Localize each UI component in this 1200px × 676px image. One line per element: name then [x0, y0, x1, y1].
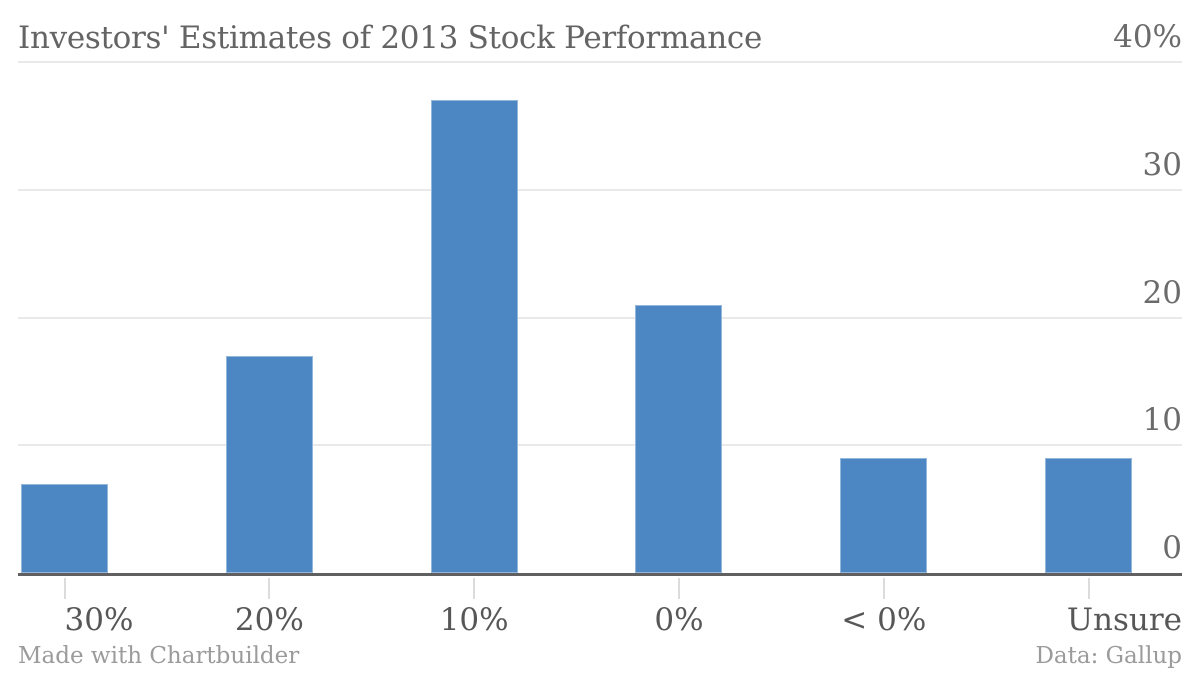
bar-0%: [635, 304, 723, 573]
y-tick-label-20: 20: [1142, 274, 1182, 311]
x-tick-label-10%: 10%: [439, 602, 509, 638]
x-tick-20%: [268, 578, 271, 599]
bar-< 0%: [840, 458, 928, 573]
x-tick-label-0%: 0%: [654, 602, 704, 638]
bar-30%: [21, 483, 108, 573]
chart-title: Investors' Estimates of 2013 Stock Perfo…: [18, 20, 762, 56]
y-tick-label-10: 10: [1142, 402, 1182, 439]
bar-Unsure: [1045, 458, 1133, 573]
plot-area: 0 10 20 30 40% 30% 20% 10% 0% < 0% Unsure: [18, 22, 1182, 638]
y-tick-label-0: 0: [1162, 530, 1182, 566]
y-tick-label-30: 30: [1142, 146, 1182, 183]
credit-note: Made with Chartbuilder: [18, 643, 300, 669]
bar-20%: [225, 355, 313, 573]
x-tick-0%: [677, 578, 680, 599]
gridline-20: [18, 316, 1182, 319]
x-tick-label-Unsure: Unsure: [1066, 602, 1182, 638]
x-tick-label-< 0%: < 0%: [841, 602, 927, 638]
y-tick-label-40%: 40%: [1113, 19, 1182, 55]
x-tick-30%: [63, 578, 66, 599]
x-tick-Unsure: [1087, 578, 1090, 599]
gridline-40: [18, 61, 1182, 63]
gridline-10: [18, 444, 1182, 447]
gridline-30: [18, 188, 1182, 191]
x-tick-label-20%: 20%: [234, 602, 304, 638]
source-note: Data: Gallup: [1035, 643, 1182, 669]
x-tick-label-30%: 30%: [64, 602, 134, 638]
x-tick-< 0%: [882, 578, 885, 599]
bar-10%: [430, 100, 518, 573]
x-tick-10%: [473, 578, 476, 599]
